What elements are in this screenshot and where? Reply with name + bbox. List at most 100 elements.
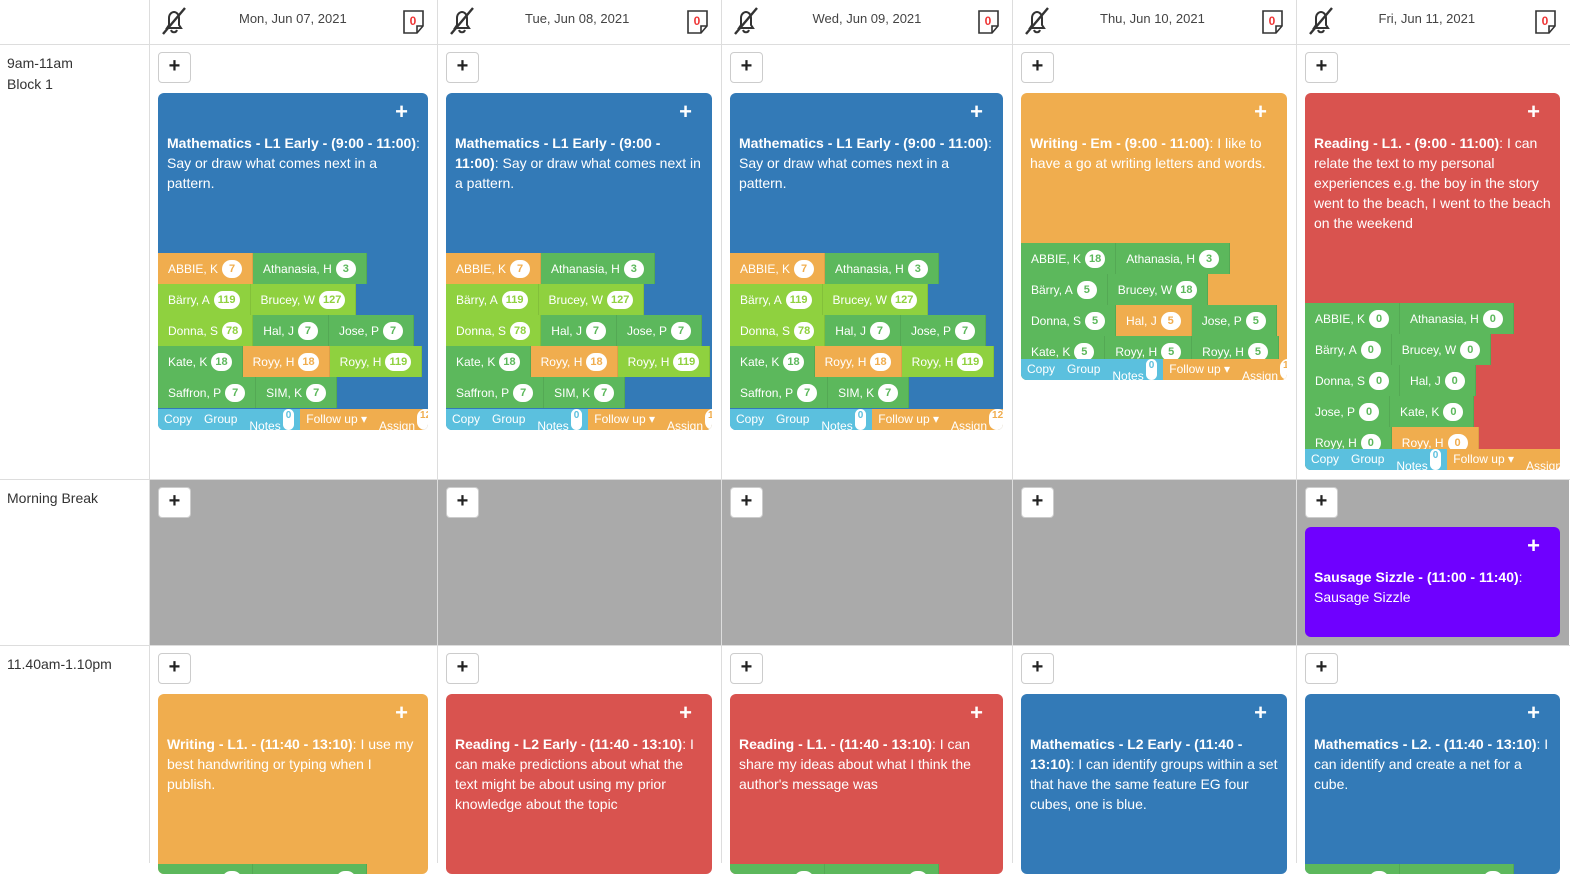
student-chip[interactable]: Athanasia, H0 (825, 864, 939, 874)
add-lesson-button[interactable]: + (446, 487, 479, 518)
add-to-lesson-icon[interactable]: + (1527, 700, 1540, 726)
add-to-lesson-icon[interactable]: + (395, 99, 408, 125)
follow-up-dropdown[interactable]: Follow up ▾ (300, 409, 373, 430)
assign-button[interactable]: Assign12 (373, 409, 428, 430)
add-lesson-button[interactable]: + (1021, 653, 1054, 684)
copy-button[interactable]: Copy (446, 409, 486, 430)
add-lesson-button[interactable]: + (1305, 52, 1338, 83)
bell-slash-icon[interactable] (158, 5, 190, 37)
add-lesson-button[interactable]: + (730, 52, 763, 83)
add-lesson-button[interactable]: + (1305, 653, 1338, 684)
lesson-card[interactable]: +Reading - L2 Early - (11:40 - 13:10): I… (446, 694, 712, 874)
add-to-lesson-icon[interactable]: + (395, 700, 408, 726)
lesson-card[interactable]: +Mathematics - L2 Early - (11:40 - 13:10… (1021, 694, 1287, 874)
note-badge-icon[interactable]: 0 (1261, 9, 1285, 35)
add-lesson-button[interactable]: + (1021, 52, 1054, 83)
lesson-card[interactable]: +Sausage Sizzle - (11:00 - 11:40): Sausa… (1305, 527, 1560, 637)
assign-button[interactable]: Assign12 (945, 409, 1003, 430)
add-to-lesson-icon[interactable]: + (970, 700, 983, 726)
follow-up-dropdown[interactable]: Follow up ▾ (1447, 449, 1520, 470)
notes-button[interactable]: Notes0 (1106, 359, 1163, 380)
add-lesson-button[interactable]: + (730, 487, 763, 518)
assign-button[interactable]: Assign12 (1236, 359, 1287, 380)
bell-slash-icon[interactable] (446, 5, 478, 37)
lesson-card[interactable]: +Mathematics - L1 Early - (9:00 - 11:00)… (730, 93, 1003, 430)
add-lesson-button[interactable]: + (158, 487, 191, 518)
follow-up-dropdown[interactable]: Follow up ▾ (1163, 359, 1236, 380)
copy-button[interactable]: Copy (730, 409, 770, 430)
copy-button[interactable]: Copy (158, 409, 198, 430)
group-button[interactable]: Group (770, 409, 815, 430)
add-lesson-button[interactable]: + (158, 653, 191, 684)
notes-button[interactable]: Notes0 (815, 409, 872, 430)
add-to-lesson-icon[interactable]: + (1527, 533, 1540, 559)
lesson-card[interactable]: +Reading - L1. - (11:40 - 13:10): I can … (730, 694, 1003, 874)
note-badge-icon[interactable]: 0 (402, 9, 426, 35)
add-lesson-button[interactable]: + (1021, 487, 1054, 518)
follow-up-dropdown[interactable]: Follow up ▾ (588, 409, 661, 430)
lesson-card[interactable]: +Writing - L1. - (11:40 - 13:10): I use … (158, 694, 428, 874)
add-to-lesson-icon[interactable]: + (679, 99, 692, 125)
copy-button[interactable]: Copy (1305, 449, 1345, 470)
copy-button[interactable]: Copy (1021, 359, 1061, 380)
note-badge-icon[interactable]: 0 (977, 9, 1001, 35)
lesson-card[interactable]: +Mathematics - L1 Early - (9:00 - 11:00)… (158, 93, 428, 430)
add-to-lesson-icon[interactable]: + (970, 99, 983, 125)
add-to-lesson-icon[interactable]: + (1527, 99, 1540, 125)
student-chip[interactable]: ABBIE, K14 (730, 864, 825, 874)
notes-button[interactable]: Notes0 (531, 409, 588, 430)
student-chip[interactable]: Athanasia, H0 (253, 864, 367, 874)
notes-button[interactable]: Notes0 (243, 409, 300, 430)
lesson-card[interactable]: +Writing - Em - (9:00 - 11:00): I like t… (1021, 93, 1287, 380)
add-lesson-button[interactable]: + (158, 52, 191, 83)
note-badge-icon[interactable]: 0 (1534, 9, 1558, 35)
bell-slash-icon[interactable] (1021, 5, 1053, 37)
lesson-card[interactable]: +Mathematics - L2. - (11:40 - 13:10): I … (1305, 694, 1560, 874)
add-lesson-button[interactable]: + (446, 653, 479, 684)
add-lesson-button[interactable]: + (1305, 487, 1338, 518)
add-to-lesson-icon[interactable]: + (679, 700, 692, 726)
group-button[interactable]: Group (486, 409, 531, 430)
notes-button[interactable]: Notes0 (1390, 449, 1447, 470)
